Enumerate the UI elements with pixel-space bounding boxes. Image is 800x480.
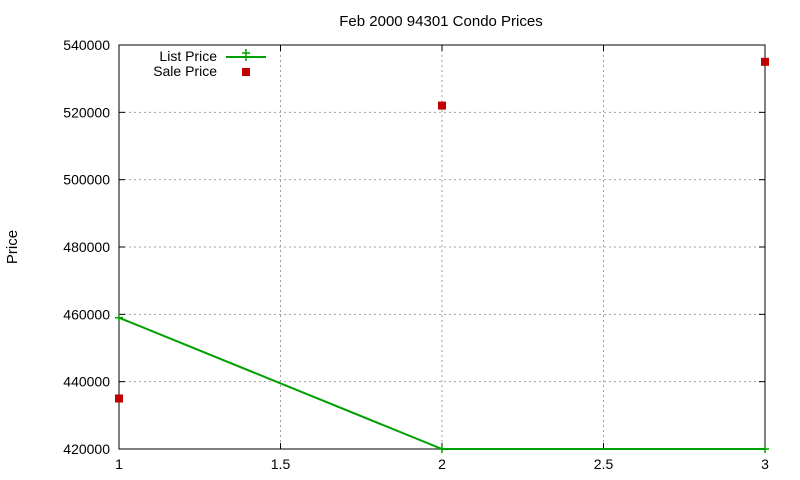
legend-label-list-price: List Price [159,48,217,64]
legend-marker-sale-price [242,68,250,76]
x-tick-label: 3 [761,456,769,472]
sale-price-point [761,57,769,66]
y-tick-label: 480000 [63,239,110,255]
legend: List Price Sale Price [153,48,266,79]
list-price-line [118,316,765,450]
series-marks [115,57,769,453]
chart-title: Feb 2000 94301 Condo Prices [339,13,542,30]
y-tick-label: 420000 [63,441,110,457]
legend-marker-list-price [242,49,250,61]
x-tick-label: 1 [115,456,123,472]
grid-lines [119,45,765,449]
list-price-point [438,445,446,453]
y-tick-label: 460000 [63,306,110,322]
list-price-point [115,313,123,322]
sale-price-point [115,394,123,403]
axis-ticks: 420000 440000 460000 480000 500000 520000 5400… [63,37,769,472]
x-tick-label: 2.5 [594,456,614,472]
sale-price-point [438,101,446,110]
x-tick-label: 2 [438,456,446,472]
y-tick-label: 520000 [63,104,110,120]
list-price-point [761,445,769,453]
y-axis-label: Price [4,230,21,264]
y-tick-label: 540000 [63,37,110,53]
y-tick-label: 440000 [63,374,110,390]
y-tick-label: 500000 [63,172,110,188]
legend-label-sale-price: Sale Price [153,63,217,79]
x-tick-label: 1.5 [271,456,291,472]
